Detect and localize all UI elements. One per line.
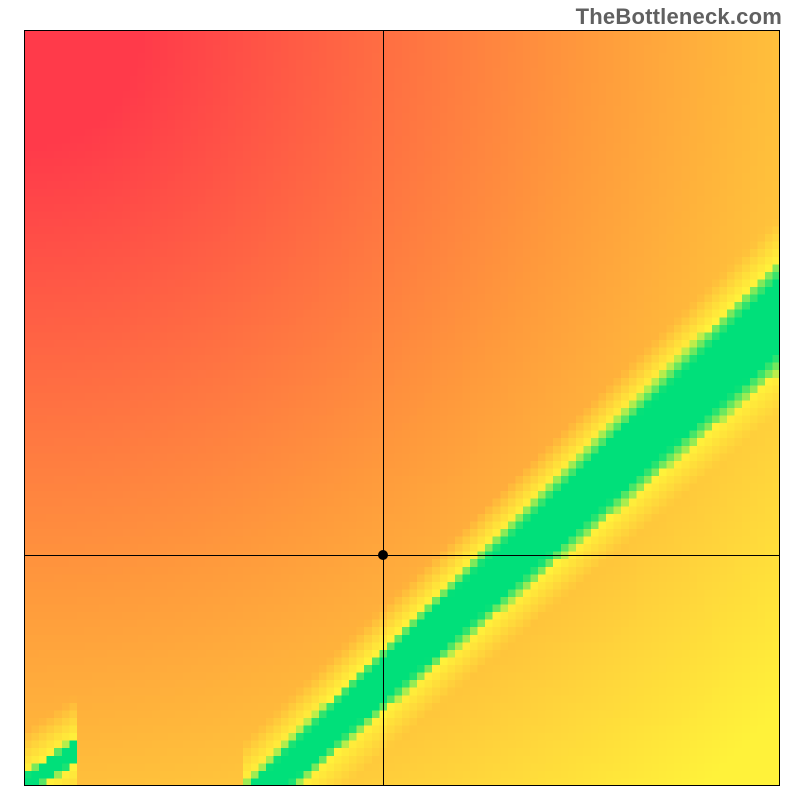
watermark-text: TheBottleneck.com bbox=[576, 4, 782, 30]
crosshair-horizontal bbox=[24, 555, 780, 556]
crosshair-vertical bbox=[383, 30, 384, 786]
chart-container: TheBottleneck.com bbox=[0, 0, 800, 800]
heatmap-canvas bbox=[24, 30, 780, 786]
